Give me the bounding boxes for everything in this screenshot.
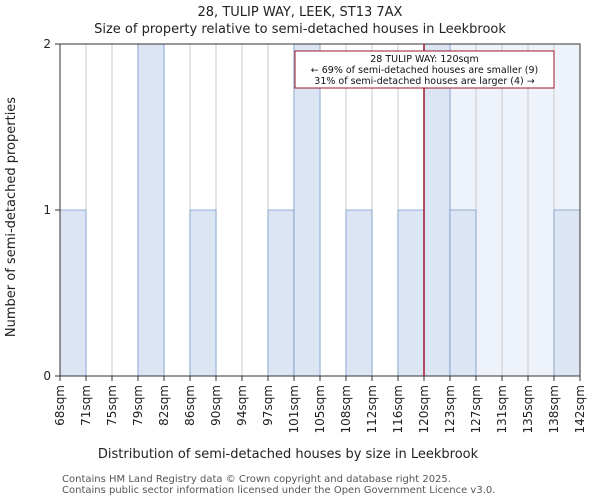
footer-copyright: Contains HM Land Registry data © Crown c… bbox=[62, 474, 451, 485]
annotation-line-1: 28 TULIP WAY: 120sqm bbox=[370, 54, 478, 65]
x-tick-label: 82sqm bbox=[157, 385, 171, 426]
bar bbox=[423, 43, 451, 377]
x-tick-label: 120sqm bbox=[417, 385, 431, 433]
bar bbox=[59, 209, 87, 377]
annotation-frame bbox=[294, 50, 555, 89]
y-tick-label: 0 bbox=[43, 369, 51, 383]
bar bbox=[189, 209, 217, 377]
x-tick-label: 123sqm bbox=[443, 385, 457, 433]
x-tick-label: 79sqm bbox=[131, 385, 145, 426]
footer-licence: Contains public sector information licen… bbox=[62, 485, 496, 496]
bars bbox=[59, 43, 581, 377]
bar bbox=[293, 43, 321, 377]
y-tick-label: 1 bbox=[43, 203, 51, 217]
x-tick-label: 105sqm bbox=[313, 385, 327, 433]
annotation-line-2: ← 69% of semi-detached houses are smalle… bbox=[311, 65, 539, 76]
bar bbox=[345, 209, 373, 377]
y-ticks: 0 1 2 bbox=[43, 37, 60, 383]
chart-title: 28, TULIP WAY, LEEK, ST13 7AX bbox=[198, 5, 403, 20]
x-tick-label: 138sqm bbox=[547, 385, 561, 433]
x-tick-label: 135sqm bbox=[521, 385, 535, 433]
x-tick-label: 108sqm bbox=[339, 385, 353, 433]
chart-subtitle: Size of property relative to semi-detach… bbox=[94, 22, 506, 37]
y-axis-label: Number of semi-detached properties bbox=[4, 97, 19, 337]
y-tick-label: 2 bbox=[43, 37, 51, 51]
x-tick-label: 97sqm bbox=[261, 385, 275, 426]
x-axis-label: Distribution of semi-detached houses by … bbox=[98, 447, 479, 462]
bar bbox=[397, 209, 425, 377]
x-tick-label: 68sqm bbox=[53, 385, 67, 426]
x-tick-label: 112sqm bbox=[365, 385, 379, 433]
x-tick-label: 71sqm bbox=[79, 385, 93, 426]
bar bbox=[267, 209, 295, 377]
x-tick-label: 101sqm bbox=[287, 385, 301, 433]
annotation-line-3: 31% of semi-detached houses are larger (… bbox=[314, 76, 534, 87]
x-tick-label: 94sqm bbox=[235, 385, 249, 426]
x-tick-label: 90sqm bbox=[209, 385, 223, 426]
bar bbox=[137, 43, 165, 377]
bar bbox=[553, 209, 581, 377]
annotation-box: 28 TULIP WAY: 120sqm ← 69% of semi-detac… bbox=[294, 50, 555, 89]
x-tick-label: 116sqm bbox=[391, 385, 405, 433]
x-tick-label: 75sqm bbox=[105, 385, 119, 426]
x-ticks: 68sqm 71sqm 75sqm 79sqm 82sqm 86sqm 90sqm 94sqm… bbox=[53, 376, 587, 433]
x-tick-label: 127sqm bbox=[469, 385, 483, 433]
x-tick-label: 131sqm bbox=[495, 385, 509, 433]
x-tick-label: 142sqm bbox=[573, 385, 587, 433]
x-tick-label: 86sqm bbox=[183, 385, 197, 426]
bar bbox=[449, 209, 477, 377]
